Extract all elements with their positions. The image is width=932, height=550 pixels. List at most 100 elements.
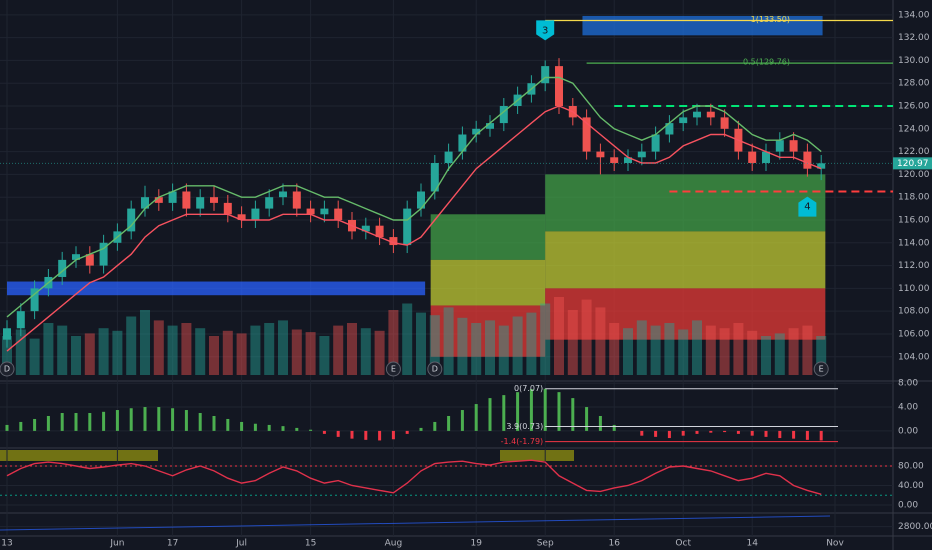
histogram-bar [184, 410, 188, 431]
volume-bar [609, 323, 620, 375]
candle-body [375, 225, 384, 238]
volume-bar [195, 328, 206, 375]
y-tick-label: 132.00 [898, 33, 930, 43]
y-tick-label: 2800.00 [898, 522, 932, 532]
volume-bar [29, 338, 40, 375]
candle-body [127, 208, 136, 232]
candle-body [610, 157, 619, 163]
volume-bar [581, 299, 592, 375]
histogram-bar [571, 398, 575, 431]
volume-bar [236, 333, 247, 375]
candle-body [3, 328, 11, 340]
histogram-bar [253, 423, 257, 431]
volume-bar [457, 317, 468, 375]
candle-body [99, 242, 108, 266]
volume-bar [264, 323, 275, 375]
y-tick-label: 110.00 [898, 284, 930, 294]
volume-bar [71, 336, 81, 375]
y-tick-label: 116.00 [898, 215, 930, 225]
candle-body [430, 162, 439, 192]
histogram-bar [322, 430, 326, 434]
volume-bar [153, 320, 164, 375]
histogram-bar [640, 430, 644, 436]
candle-body [306, 208, 315, 215]
histogram-bar [212, 415, 216, 431]
x-tick-label: 16 [608, 539, 620, 549]
moving-average [6, 105, 822, 352]
y-tick-label: 124.00 [898, 124, 930, 134]
candle-body [292, 191, 301, 209]
histogram-bar [819, 430, 823, 441]
stochastic-line [6, 459, 822, 495]
histogram-bar [516, 392, 520, 431]
candle-body [444, 151, 453, 163]
zone [545, 288, 826, 340]
histogram-bar [281, 426, 285, 431]
histogram-bar [557, 392, 561, 431]
y-tick-label: 4.00 [898, 403, 918, 413]
candle-body [665, 123, 674, 135]
volume-bar [305, 332, 316, 375]
histogram-bar [529, 389, 533, 431]
volume-bar [443, 307, 454, 375]
histogram-bar [102, 411, 106, 431]
x-tick-label: Jun [109, 539, 124, 549]
x-tick-label: Jul [235, 539, 247, 549]
candle-body [596, 151, 605, 158]
histogram-bar [60, 413, 64, 431]
histogram-bar [5, 424, 9, 431]
volume-bar [678, 329, 689, 375]
candle-body [789, 140, 798, 152]
histogram-bar [792, 430, 796, 439]
zone [430, 259, 546, 306]
candle-body [154, 197, 163, 203]
volume-bar [816, 336, 827, 375]
wave-marker [798, 196, 817, 217]
candle-body [706, 111, 715, 118]
candle-body [762, 151, 770, 163]
volume-bar [2, 336, 12, 375]
histogram-bar [695, 430, 699, 434]
histogram-bar [336, 430, 340, 437]
volume-bar [719, 328, 730, 375]
fib-label: 3.9(0.73) [506, 422, 543, 431]
volume-bar [291, 329, 302, 375]
candle-body [817, 163, 826, 169]
histogram-bar [723, 430, 727, 433]
candle-body [720, 117, 729, 129]
histogram-bar [143, 407, 147, 431]
candle-body [624, 157, 632, 163]
volume-bar [374, 330, 385, 375]
candle-body [403, 208, 412, 246]
volume-bar [388, 310, 399, 375]
volume-bar [512, 316, 523, 375]
candle-body [486, 123, 494, 129]
histogram-bar [46, 415, 50, 431]
candle-body [541, 66, 550, 84]
histogram-bar [543, 388, 547, 431]
candle-body [251, 208, 260, 220]
histogram-bar [433, 421, 437, 431]
x-tick-label: Sep [537, 539, 554, 549]
event-label: D [4, 365, 10, 374]
volume-bar [84, 333, 95, 375]
histogram-bar [198, 413, 202, 431]
volume-bar [112, 330, 123, 375]
x-tick-label: Aug [385, 539, 403, 549]
fib-label: -1.4(-1.79) [501, 437, 544, 446]
y-tick-label: 108.00 [898, 307, 930, 317]
histogram-bar [405, 430, 409, 434]
histogram-bar [736, 430, 740, 434]
volume-bar [429, 315, 440, 375]
candle-body [389, 237, 398, 246]
zone [545, 231, 826, 289]
histogram-bar [391, 430, 395, 440]
candle-body [693, 111, 701, 118]
volume-bar [209, 336, 219, 375]
x-tick-label: Nov [826, 539, 844, 549]
candle-body [72, 254, 80, 260]
candle-body [637, 151, 646, 158]
price-tag-label: 120.97 [897, 159, 929, 169]
volume-bar [788, 328, 799, 375]
y-tick-label: 106.00 [898, 329, 930, 339]
